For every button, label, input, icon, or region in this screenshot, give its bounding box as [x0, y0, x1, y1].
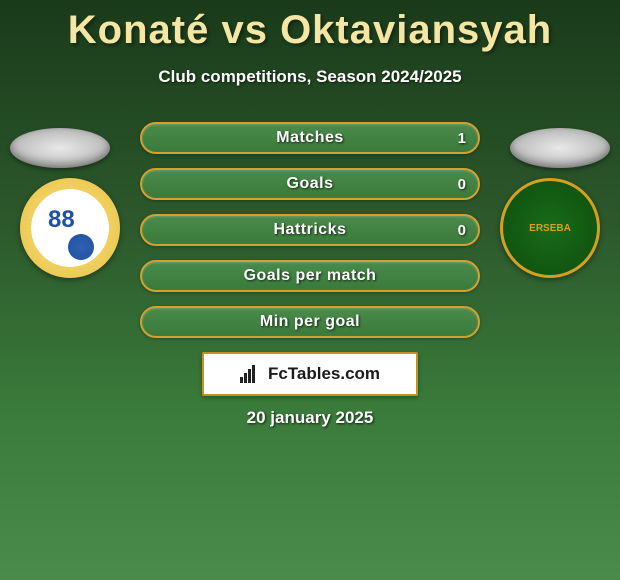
stat-row-goals: Goals 0	[140, 168, 480, 200]
stat-label: Goals per match	[244, 267, 377, 285]
stat-row-matches: Matches 1	[140, 122, 480, 154]
club-crest-left	[20, 178, 120, 278]
page-title: Konaté vs Oktaviansyah	[0, 0, 620, 53]
bar-chart-icon	[240, 365, 262, 383]
stat-label: Matches	[276, 129, 344, 147]
stat-label: Min per goal	[260, 313, 360, 331]
date-text: 20 january 2025	[0, 408, 620, 428]
player-right-silhouette	[510, 128, 610, 168]
player-left-silhouette	[10, 128, 110, 168]
stat-row-min-per-goal: Min per goal	[140, 306, 480, 338]
subtitle: Club competitions, Season 2024/2025	[0, 67, 620, 87]
brand-text: FcTables.com	[268, 364, 380, 384]
stat-label: Hattricks	[274, 221, 347, 239]
stat-label: Goals	[287, 175, 334, 193]
stat-value-right: 1	[458, 130, 466, 147]
stat-row-goals-per-match: Goals per match	[140, 260, 480, 292]
stats-container: Matches 1 Goals 0 Hattricks 0 Goals per …	[140, 122, 480, 352]
stat-row-hattricks: Hattricks 0	[140, 214, 480, 246]
stat-value-right: 0	[458, 222, 466, 239]
stat-value-right: 0	[458, 176, 466, 193]
brand-badge: FcTables.com	[202, 352, 418, 396]
club-crest-right: ERSEBA	[500, 178, 600, 278]
